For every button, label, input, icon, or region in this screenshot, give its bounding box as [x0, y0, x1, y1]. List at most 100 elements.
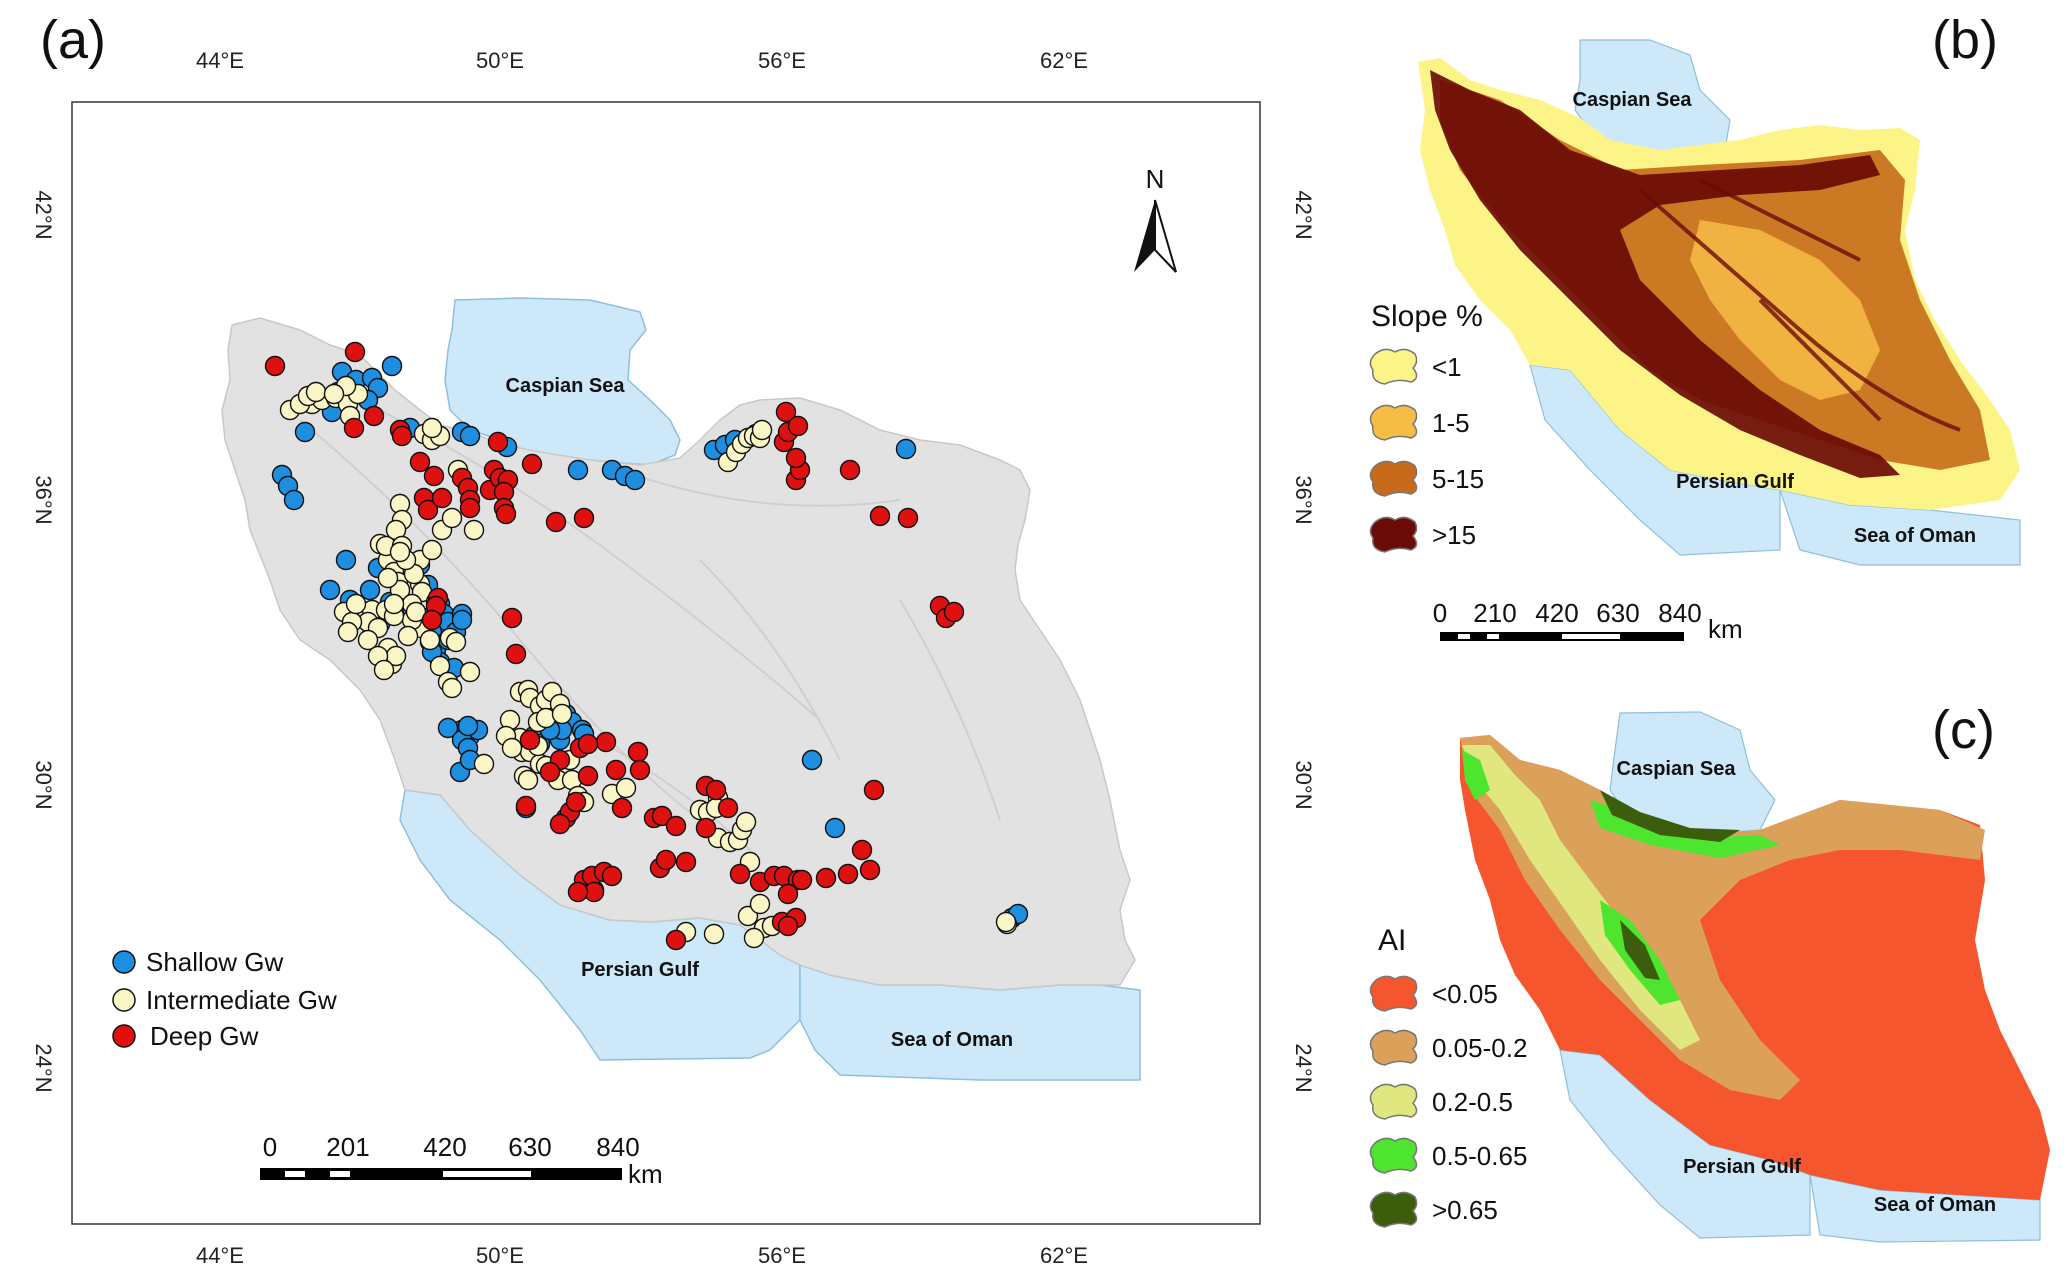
deep-gw-point	[343, 417, 365, 439]
intermediate-gw-point	[445, 631, 467, 653]
caspian-sea-shape	[444, 297, 681, 466]
deep-gw-point	[651, 805, 673, 827]
sea-of-oman-label-c: Sea of Oman	[1874, 1194, 1996, 1216]
intermediate-gw-point	[743, 927, 765, 949]
deep-gw-point	[859, 859, 881, 881]
slope-legend-symbol	[1369, 460, 1418, 497]
legend-symbol-intermediate	[112, 988, 136, 1012]
north-label: N	[1146, 164, 1165, 194]
lat-ticks-left: 42°N 36°N 30°N 24°N	[31, 190, 56, 1092]
lon-tick: 62°E	[1040, 1243, 1088, 1268]
persian-gulf-label-b: Persian Gulf	[1676, 471, 1794, 493]
scale-tick: 0	[263, 1132, 277, 1162]
shallow-gw-point	[335, 549, 357, 571]
deep-gw-point	[705, 779, 727, 801]
ai-legend-symbol	[1369, 975, 1418, 1012]
ai-legend-symbol	[1369, 1029, 1418, 1066]
deep-gw-point	[943, 601, 965, 623]
deep-gw-point	[495, 503, 517, 525]
intermediate-gw-point	[735, 811, 757, 833]
slope-legend-title: Slope %	[1371, 300, 1483, 333]
scale-tick: 630	[508, 1132, 551, 1162]
intermediate-gw-point	[357, 629, 379, 651]
deep-gw-point	[787, 415, 809, 437]
shallow-gw-point	[567, 459, 589, 481]
slope-ridges	[1638, 178, 1961, 432]
deep-gw-point	[417, 499, 439, 521]
deep-gw-point	[839, 459, 861, 481]
shallow-gw-point	[895, 438, 917, 460]
scale-tick: 630	[1596, 598, 1639, 628]
lon-ticks-bottom: 44°E 50°E 56°E 62°E	[196, 1243, 1088, 1268]
legend-symbol-shallow	[112, 950, 136, 974]
deep-gw-point	[717, 797, 739, 819]
deep-gw-point	[521, 453, 543, 475]
legend-label-intermediate: Intermediate Gw	[146, 985, 337, 1015]
shallow-gw-point	[319, 579, 341, 601]
slope-legend-symbol	[1369, 348, 1418, 385]
lat-tick: 24°N	[1291, 1043, 1316, 1092]
water-bodies-c	[1559, 711, 2041, 1243]
intermediate-gw-point	[323, 383, 345, 405]
scale-tick: 0	[1433, 598, 1447, 628]
panel-c: (c) Caspian Sea Persian Gulf Sea of Oman…	[1369, 700, 2050, 1243]
deep-gw-point	[897, 507, 919, 529]
slope-legend-label: <1	[1432, 352, 1462, 382]
ai-legend-symbol	[1369, 1191, 1418, 1228]
deep-gw-point	[627, 741, 649, 763]
legend-label-shallow: Shallow Gw	[146, 947, 283, 977]
intermediate-gw-point	[397, 625, 419, 647]
ai-legend-label: <0.05	[1432, 979, 1498, 1009]
water-bodies-b	[1529, 39, 2021, 566]
deep-gw-point	[519, 729, 541, 751]
lon-tick: 62°E	[1040, 48, 1088, 73]
slope-legend-label: >15	[1432, 520, 1476, 550]
intermediate-gw-point	[421, 539, 443, 561]
ai-legend-symbol	[1369, 1137, 1418, 1174]
scale-tick: 210	[1473, 598, 1516, 628]
intermediate-gw-point	[405, 601, 427, 623]
deep-gw-point	[655, 849, 677, 871]
ai-legend-symbol	[1369, 1083, 1418, 1120]
deep-gw-point	[665, 815, 687, 837]
slope-legend-symbol	[1369, 516, 1418, 553]
shallow-gw-point	[437, 717, 459, 739]
deep-gw-point	[815, 867, 837, 889]
shallow-gw-point	[824, 817, 846, 839]
intermediate-gw-point	[421, 417, 443, 439]
persian-gulf-label: Persian Gulf	[581, 959, 699, 981]
ai-legend-label: 0.05-0.2	[1432, 1033, 1527, 1063]
deep-gw-point	[837, 863, 859, 885]
deep-gw-point	[421, 609, 443, 631]
lat-ticks-right: 42°N 36°N 30°N 24°N	[1291, 190, 1316, 1092]
deep-gw-point	[577, 733, 599, 755]
intermediate-gw-point	[419, 629, 441, 651]
deep-gw-point	[515, 795, 537, 817]
intermediate-gw-point	[383, 593, 405, 615]
shallow-gw-point	[283, 489, 305, 511]
deep-gw-point	[777, 915, 799, 937]
intermediate-gw-point	[305, 381, 327, 403]
deep-gw-point	[601, 865, 623, 887]
sea-of-oman-label: Sea of Oman	[891, 1029, 1013, 1051]
ai-legend-label: 0.5-0.65	[1432, 1141, 1527, 1171]
iran-land-shape	[221, 317, 1136, 991]
ai-semiarid-band	[1460, 735, 1985, 1100]
lon-tick: 56°E	[758, 1243, 806, 1268]
lat-tick: 24°N	[31, 1043, 56, 1092]
north-arrow-icon: N	[1134, 164, 1177, 273]
ai-legend-title: AI	[1378, 924, 1406, 957]
shallow-gw-point	[451, 609, 473, 631]
intermediate-gw-point	[389, 541, 411, 563]
legend-symbol-deep	[112, 1024, 136, 1048]
intermediate-gw-point	[459, 661, 481, 683]
deep-gw-point	[545, 511, 567, 533]
shallow-gw-point	[294, 421, 316, 443]
legend-label-deep: Deep Gw	[150, 1021, 259, 1051]
intermediate-gw-point	[441, 507, 463, 529]
ai-humid-patches	[1462, 750, 1780, 1005]
lat-tick: 36°N	[31, 475, 56, 524]
intermediate-gw-point	[337, 621, 359, 643]
caspian-sea-label: Caspian Sea	[506, 375, 626, 397]
